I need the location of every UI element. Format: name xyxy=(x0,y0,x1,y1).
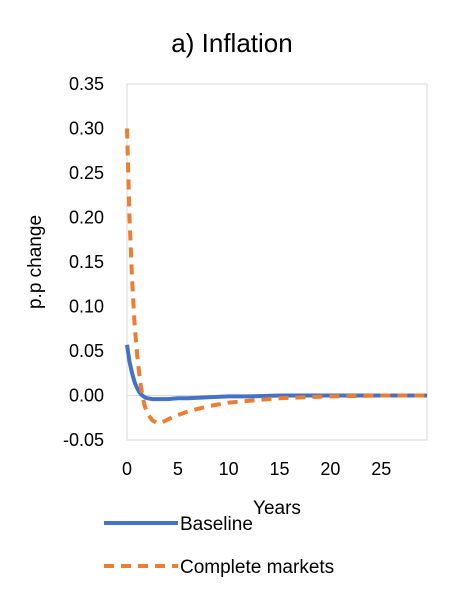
series-line-complete-markets xyxy=(125,128,427,426)
y-tick-label: 0.30 xyxy=(69,119,104,139)
y-tick-label: 0.20 xyxy=(69,208,104,228)
series-line-baseline xyxy=(125,344,427,402)
y-tick-label: 0.05 xyxy=(69,341,104,361)
x-tick-label: 0 xyxy=(122,459,132,479)
y-axis-label: p.p change xyxy=(25,215,46,309)
series-layer xyxy=(125,128,427,426)
x-tick-label: 15 xyxy=(270,459,290,479)
x-tick-label: 20 xyxy=(320,459,340,479)
y-tick-label: 0.15 xyxy=(69,252,104,272)
x-axis-label: Years xyxy=(253,498,301,519)
legend: Baseline Complete markets xyxy=(104,514,334,578)
y-tick-label: 0.10 xyxy=(69,297,104,317)
y-axis-ticks: -0.05 0.00 0.05 0.10 0.15 0.20 0.25 0.30 0.35 xyxy=(63,74,104,450)
x-tick-label: 5 xyxy=(173,459,183,479)
y-tick-label: 0.00 xyxy=(69,386,104,406)
legend-label-baseline: Baseline xyxy=(180,514,253,535)
x-axis-ticks: 0 5 10 15 20 25 xyxy=(122,459,391,479)
x-tick-label: 10 xyxy=(219,459,239,479)
x-tick-label: 25 xyxy=(371,459,391,479)
y-tick-label: -0.05 xyxy=(63,430,104,450)
chart-title: a) Inflation xyxy=(171,28,292,58)
plot-frame xyxy=(126,83,428,441)
legend-label-complete-markets: Complete markets xyxy=(180,557,334,578)
y-tick-label: 0.25 xyxy=(69,163,104,183)
y-tick-label: 0.35 xyxy=(69,74,104,94)
